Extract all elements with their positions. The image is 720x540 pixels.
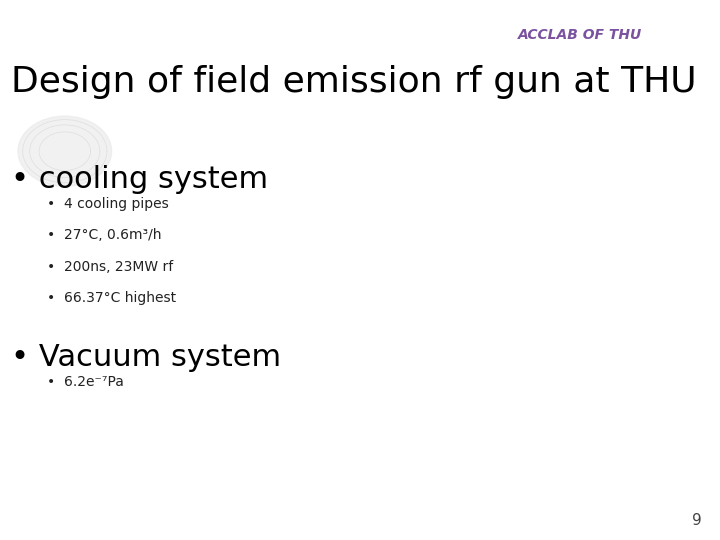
Text: ACCLAB OF THU: ACCLAB OF THU [518,28,643,42]
Text: •  200ns, 23MW rf: • 200ns, 23MW rf [47,260,173,274]
Text: Design of field emission rf gun at THU: Design of field emission rf gun at THU [11,65,696,99]
Text: •  6.2e⁻⁷Pa: • 6.2e⁻⁷Pa [47,375,124,389]
Text: •  66.37°C highest: • 66.37°C highest [47,291,176,305]
Text: 9: 9 [692,513,702,528]
Text: • cooling system: • cooling system [11,165,268,194]
Text: • Vacuum system: • Vacuum system [11,343,281,372]
Circle shape [18,116,112,186]
Text: •  27°C, 0.6m³/h: • 27°C, 0.6m³/h [47,228,161,242]
Text: •  4 cooling pipes: • 4 cooling pipes [47,197,168,211]
